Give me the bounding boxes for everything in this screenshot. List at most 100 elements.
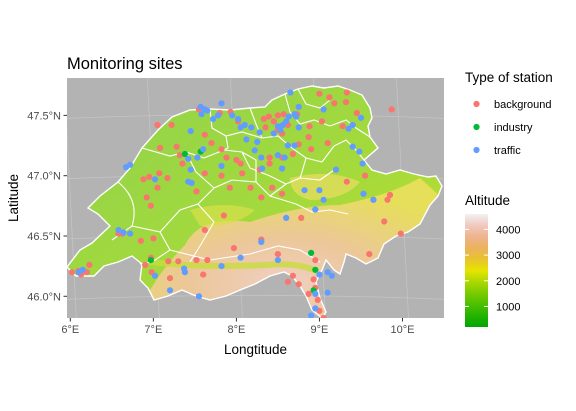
station-points [68, 89, 404, 318]
station-point-traffic [120, 229, 127, 236]
station-point-background [305, 134, 312, 141]
station-point-background [280, 111, 287, 118]
station-point-traffic [151, 176, 159, 183]
station-point-traffic [181, 269, 188, 276]
colorbar-tick-label: 3000 [496, 250, 520, 262]
station-point-background [204, 257, 211, 264]
station-point-background [173, 143, 180, 150]
station-point-traffic [328, 272, 335, 279]
station-point-traffic [218, 162, 225, 170]
station-point-background [143, 194, 150, 201]
legend-station-type: Type of station background industry traffi… [465, 70, 553, 157]
station-point-industry [147, 257, 154, 264]
station-point-traffic [356, 148, 363, 155]
station-point-background [306, 123, 313, 130]
legend-label-background: background [494, 99, 552, 111]
station-point-background [156, 144, 164, 151]
station-point-traffic [185, 155, 192, 162]
station-point-traffic [320, 106, 327, 113]
station-point-background [201, 131, 208, 138]
station-point-traffic [187, 166, 194, 173]
legend-station-title: Type of station [465, 70, 553, 85]
legend-key-background [473, 100, 480, 108]
station-point-traffic [291, 111, 298, 118]
station-point-background [324, 140, 331, 147]
station-point-background [266, 160, 273, 167]
station-point-background [193, 188, 200, 195]
station-point-traffic [194, 154, 201, 161]
station-point-background [384, 196, 391, 203]
chart-title: Monitoring sites [67, 55, 183, 73]
station-point-industry [312, 266, 319, 273]
station-point-traffic [259, 165, 266, 172]
station-point-traffic [210, 115, 217, 123]
station-point-background [308, 146, 315, 153]
station-point-traffic [200, 146, 207, 153]
station-point-background [320, 314, 327, 318]
station-point-background [305, 290, 312, 297]
station-point-background [339, 123, 346, 130]
station-point-background [343, 178, 350, 185]
station-point-background [284, 278, 291, 285]
station-point-background [316, 90, 323, 97]
station-point-traffic [258, 238, 265, 246]
station-point-traffic [308, 312, 315, 318]
station-point-background [269, 184, 276, 191]
station-point-traffic [316, 187, 323, 194]
station-point-traffic [166, 287, 174, 294]
y-tick-label: 47.5°N [27, 110, 61, 122]
station-point-background [164, 175, 171, 182]
station-point-background [201, 170, 208, 177]
station-point-traffic [359, 160, 366, 167]
station-point-background [156, 170, 163, 177]
station-point-traffic [79, 266, 86, 273]
station-point-traffic [241, 121, 248, 129]
station-point-traffic [320, 196, 327, 203]
station-point-industry [308, 249, 315, 256]
legend-key-traffic [473, 146, 480, 154]
station-point-traffic [248, 124, 255, 131]
station-point-background [154, 121, 161, 129]
station-point-traffic [115, 226, 122, 234]
station-point-traffic [235, 115, 242, 123]
colorbar-tick-label: 1000 [496, 301, 520, 313]
station-point-traffic [324, 289, 331, 296]
station-point-background [366, 251, 373, 258]
station-point-background [218, 146, 225, 153]
relief-prealps-east [290, 173, 360, 200]
station-point-traffic [312, 206, 319, 213]
station-point-background [331, 100, 338, 107]
station-point-background [260, 115, 267, 123]
relief-rhone-valley [149, 259, 320, 275]
colorbar-tick-label: 2000 [496, 276, 520, 288]
station-point-traffic [295, 124, 302, 131]
station-point-traffic [295, 103, 302, 110]
x-tick-label: 6°E [61, 324, 79, 336]
altitude-colorbar-ticks: 1000 2000 3000 4000 [465, 224, 520, 313]
graticule-meridian [67, 123, 77, 318]
station-point-background [179, 160, 186, 167]
station-point-background [298, 214, 305, 221]
station-point-background [353, 109, 360, 117]
station-point-background [150, 235, 157, 242]
station-point-background [142, 261, 149, 268]
x-tick-label: 10°E [390, 324, 414, 336]
relief-lowland [67, 86, 442, 318]
legend-key-industry [473, 123, 480, 131]
station-point-background [147, 202, 154, 209]
station-point-background [200, 271, 207, 278]
station-point-background [289, 150, 296, 158]
station-point-traffic [151, 272, 159, 279]
station-point-traffic [281, 154, 288, 161]
station-point-traffic [291, 142, 298, 149]
station-point-traffic [256, 129, 263, 136]
station-point-background [208, 140, 215, 147]
station-point-background [342, 99, 350, 106]
station-point-background [230, 245, 237, 252]
station-point-traffic [285, 113, 292, 120]
station-point-traffic [270, 130, 277, 137]
x-tick-label: 8°E [227, 324, 245, 336]
station-point-traffic [127, 161, 134, 168]
station-point-background [312, 257, 319, 264]
x-tick-label: 7°E [144, 324, 162, 336]
